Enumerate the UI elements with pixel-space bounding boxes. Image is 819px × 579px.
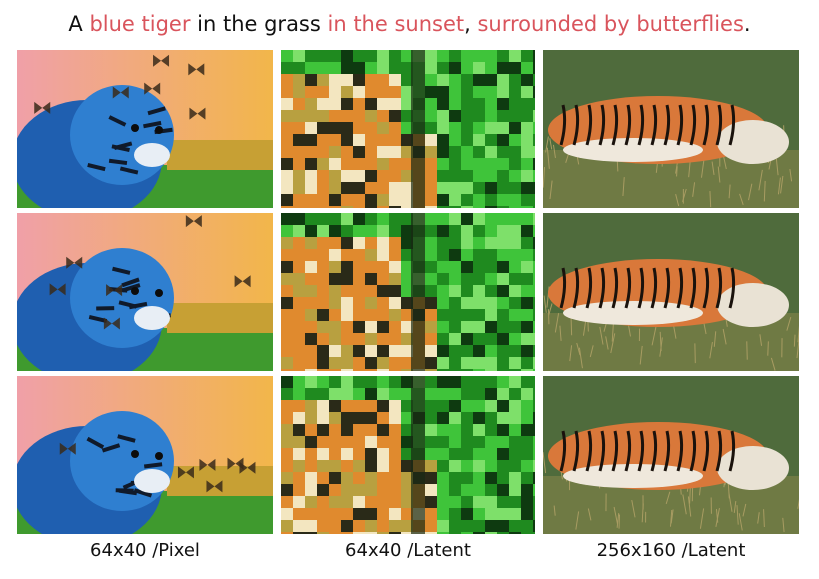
column-label-latent-large: 256x160 /Latent — [596, 540, 746, 561]
caption-segment: surrounded by butterflies — [477, 12, 744, 36]
caption-segment: A — [68, 12, 90, 36]
image-pixel-row2 — [17, 213, 273, 371]
image-latent-large-row3 — [543, 376, 799, 534]
caption-segment: blue tiger — [89, 12, 191, 36]
caption-segment: in the grass — [190, 12, 328, 36]
caption-segment: , — [464, 12, 478, 36]
image-pixel-row3 — [17, 376, 273, 534]
image-latent-small-row1 — [281, 50, 535, 208]
image-latent-large-row2 — [543, 213, 799, 371]
column-label-pixel: 64x40 /Pixel — [90, 540, 200, 561]
image-pixel-row1 — [17, 50, 273, 208]
image-latent-large-row1 — [543, 50, 799, 208]
caption-segment: . — [743, 12, 751, 36]
prompt-caption: A blue tiger in the grass in the sunset,… — [0, 12, 819, 36]
image-latent-small-row3 — [281, 376, 535, 534]
caption-segment: in the sunset — [327, 12, 465, 36]
column-label-latent-small: 64x40 /Latent — [345, 540, 471, 561]
image-latent-small-row2 — [281, 213, 535, 371]
